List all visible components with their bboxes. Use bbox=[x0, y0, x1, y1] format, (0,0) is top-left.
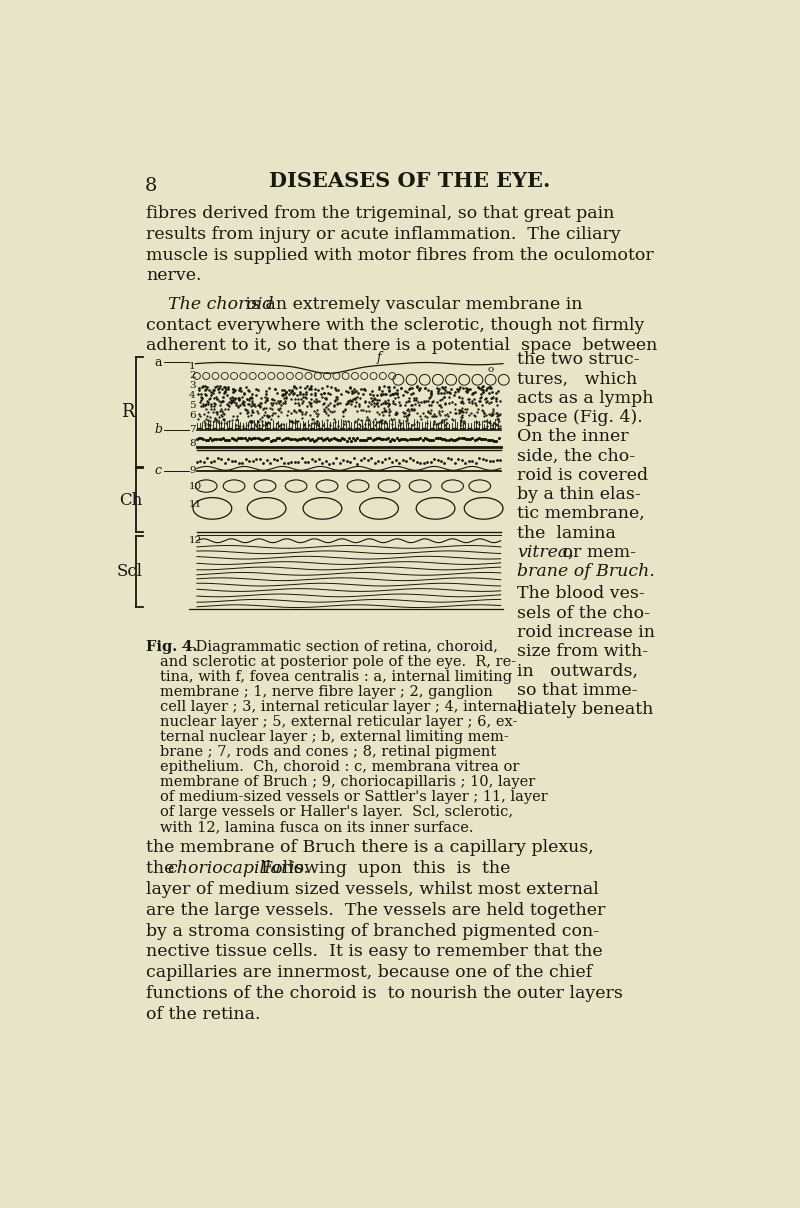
Text: adherent to it, so that there is a potential  space  between: adherent to it, so that there is a poten… bbox=[146, 337, 658, 354]
Text: and sclerotic at posterior pole of the eye.  R, re-: and sclerotic at posterior pole of the e… bbox=[161, 655, 517, 669]
Text: 2: 2 bbox=[189, 372, 196, 381]
Text: by a thin elas-: by a thin elas- bbox=[517, 486, 641, 503]
Text: The blood ves-: The blood ves- bbox=[517, 586, 645, 603]
Text: b: b bbox=[154, 423, 162, 436]
Text: membrane of Bruch ; 9, choriocapillaris ; 10, layer: membrane of Bruch ; 9, choriocapillaris … bbox=[161, 776, 536, 789]
Text: in   outwards,: in outwards, bbox=[517, 662, 638, 679]
Text: Following  upon  this  is  the: Following upon this is the bbox=[250, 860, 510, 877]
Text: of medium-sized vessels or Sattler's layer ; 11, layer: of medium-sized vessels or Sattler's lay… bbox=[161, 790, 548, 805]
Text: nective tissue cells.  It is easy to remember that the: nective tissue cells. It is easy to reme… bbox=[146, 943, 603, 960]
Text: by a stroma consisting of branched pigmented con-: by a stroma consisting of branched pigme… bbox=[146, 923, 600, 940]
Text: or mem-: or mem- bbox=[558, 544, 636, 561]
Text: tina, with f, fovea centralis : a, internal limiting: tina, with f, fovea centralis : a, inter… bbox=[161, 670, 513, 684]
Text: —Diagrammatic section of retina, choroid,: —Diagrammatic section of retina, choroid… bbox=[181, 640, 498, 654]
Text: choriocapillaris.: choriocapillaris. bbox=[167, 860, 310, 877]
Text: 12: 12 bbox=[189, 536, 202, 545]
Text: nuclear layer ; 5, external reticular layer ; 6, ex-: nuclear layer ; 5, external reticular la… bbox=[161, 715, 518, 730]
Text: membrane ; 1, nerve fibre layer ; 2, ganglion: membrane ; 1, nerve fibre layer ; 2, gan… bbox=[161, 685, 494, 699]
Text: roid increase in: roid increase in bbox=[517, 623, 655, 641]
Text: cell layer ; 3, internal reticular layer ; 4, internal: cell layer ; 3, internal reticular layer… bbox=[161, 701, 522, 714]
Text: 8: 8 bbox=[145, 178, 158, 196]
Text: tic membrane,: tic membrane, bbox=[517, 505, 645, 522]
Text: vitrea,: vitrea, bbox=[517, 544, 574, 561]
Text: R: R bbox=[121, 402, 134, 420]
Text: epithelium.  Ch, choroid : c, membrana vitrea or: epithelium. Ch, choroid : c, membrana vi… bbox=[161, 760, 520, 774]
Text: DISEASES OF THE EYE.: DISEASES OF THE EYE. bbox=[270, 172, 550, 191]
Text: o: o bbox=[487, 365, 494, 374]
Text: roid is covered: roid is covered bbox=[517, 466, 648, 484]
Text: muscle is supplied with motor fibres from the oculomotor: muscle is supplied with motor fibres fro… bbox=[146, 246, 654, 263]
Text: 11: 11 bbox=[189, 500, 202, 509]
Text: 9: 9 bbox=[189, 466, 196, 475]
Text: sels of the cho-: sels of the cho- bbox=[517, 605, 650, 622]
Text: with 12, lamina fusca on its inner surface.: with 12, lamina fusca on its inner surfa… bbox=[161, 820, 474, 835]
Text: the two struc-: the two struc- bbox=[517, 352, 639, 368]
Text: brane of Bruch.: brane of Bruch. bbox=[517, 563, 655, 580]
Text: 4: 4 bbox=[189, 391, 196, 401]
Text: Scl: Scl bbox=[117, 563, 143, 580]
Text: f: f bbox=[377, 352, 382, 364]
Text: nerve.: nerve. bbox=[146, 267, 202, 284]
Text: The choroid: The choroid bbox=[168, 296, 274, 313]
Text: On the inner: On the inner bbox=[517, 429, 629, 446]
Text: of the retina.: of the retina. bbox=[146, 1006, 261, 1023]
Text: results from injury or acute inflammation.  The ciliary: results from injury or acute inflammatio… bbox=[146, 226, 622, 243]
Text: space (Fig. 4).: space (Fig. 4). bbox=[517, 410, 642, 426]
Text: 6: 6 bbox=[189, 412, 196, 420]
Text: the membrane of Bruch there is a capillary plexus,: the membrane of Bruch there is a capilla… bbox=[146, 840, 594, 856]
Text: so that imme-: so that imme- bbox=[517, 681, 638, 698]
Text: brane ; 7, rods and cones ; 8, retinal pigment: brane ; 7, rods and cones ; 8, retinal p… bbox=[161, 745, 497, 759]
Text: functions of the choroid is  to nourish the outer layers: functions of the choroid is to nourish t… bbox=[146, 985, 623, 1001]
Text: acts as a lymph: acts as a lymph bbox=[517, 390, 654, 407]
Text: 10: 10 bbox=[189, 482, 202, 492]
Text: 7: 7 bbox=[189, 425, 196, 435]
Text: is an extremely vascular membrane in: is an extremely vascular membrane in bbox=[239, 296, 582, 313]
Text: tures,   which: tures, which bbox=[517, 371, 638, 388]
Text: side, the cho-: side, the cho- bbox=[517, 448, 635, 465]
Text: fibres derived from the trigeminal, so that great pain: fibres derived from the trigeminal, so t… bbox=[146, 205, 615, 222]
Text: are the large vessels.  The vessels are held together: are the large vessels. The vessels are h… bbox=[146, 902, 606, 919]
Text: 5: 5 bbox=[189, 401, 196, 410]
Text: 1: 1 bbox=[189, 362, 196, 371]
Text: 3: 3 bbox=[189, 382, 196, 390]
Text: of large vessels or Haller's layer.  Scl, sclerotic,: of large vessels or Haller's layer. Scl,… bbox=[161, 806, 514, 819]
Text: 8: 8 bbox=[189, 440, 196, 448]
Text: c: c bbox=[154, 464, 162, 477]
Text: layer of medium sized vessels, whilst most external: layer of medium sized vessels, whilst mo… bbox=[146, 881, 599, 898]
Text: the: the bbox=[146, 860, 180, 877]
Text: size from with-: size from with- bbox=[517, 643, 648, 660]
Text: a: a bbox=[154, 355, 162, 368]
Text: the  lamina: the lamina bbox=[517, 524, 616, 541]
Text: Ch: Ch bbox=[119, 492, 142, 509]
Text: capillaries are innermost, because one of the chief: capillaries are innermost, because one o… bbox=[146, 964, 593, 981]
Text: ternal nuclear layer ; b, external limiting mem-: ternal nuclear layer ; b, external limit… bbox=[161, 730, 509, 744]
Text: diately beneath: diately beneath bbox=[517, 701, 654, 718]
Text: contact everywhere with the sclerotic, though not firmly: contact everywhere with the sclerotic, t… bbox=[146, 316, 645, 333]
Text: Fig. 4.: Fig. 4. bbox=[146, 640, 198, 654]
